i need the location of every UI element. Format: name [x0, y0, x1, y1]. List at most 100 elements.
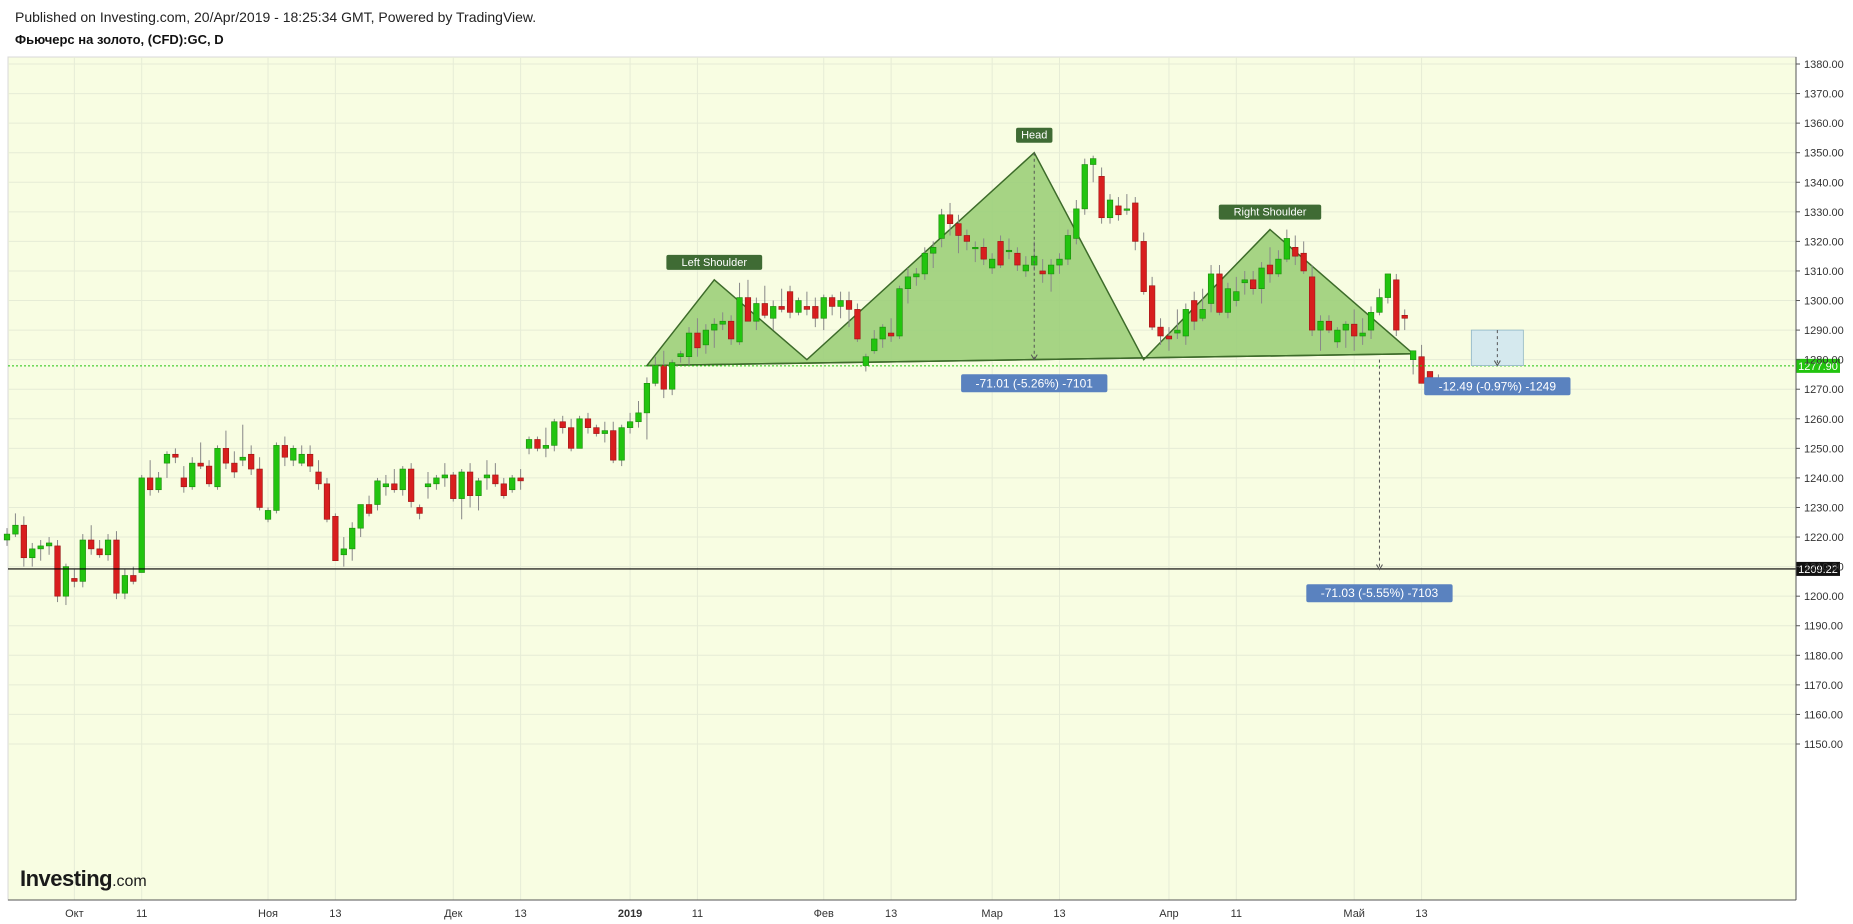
- candle-body: [29, 548, 36, 559]
- measure-label-box: [1306, 584, 1453, 603]
- y-tick-label: 1360.00: [1804, 118, 1844, 130]
- candle-body: [685, 332, 693, 357]
- candle-body: [1426, 371, 1434, 378]
- candle-body: [399, 468, 406, 491]
- candle-body: [736, 297, 743, 343]
- candle-body: [660, 365, 667, 390]
- instrument-title: Фьючерс на золото, (CFD):GC, D: [15, 32, 224, 47]
- candle-body: [1199, 309, 1206, 319]
- y-tick-label: 1280.00: [1804, 355, 1844, 367]
- measure-label: -71.03 (-5.55%) -7103: [1321, 586, 1439, 600]
- candle-body: [946, 214, 954, 224]
- y-tick-label: 1380.00: [1804, 59, 1844, 71]
- candle-body: [205, 465, 213, 485]
- candle-body: [509, 477, 516, 491]
- candle-body: [1216, 273, 1223, 313]
- candle-body: [904, 276, 912, 289]
- candle-body: [1056, 258, 1063, 266]
- y-tick-label: 1230.00: [1804, 502, 1844, 514]
- candle-body: [702, 329, 709, 346]
- candle-body: [20, 524, 27, 559]
- candle-body: [1149, 285, 1156, 328]
- candle-body: [618, 427, 625, 461]
- candle-body: [357, 504, 364, 529]
- candle-body: [1334, 329, 1341, 343]
- candle-body: [551, 421, 558, 446]
- candle-body: [719, 320, 726, 325]
- candle-body: [610, 430, 617, 461]
- candle-body: [812, 306, 819, 319]
- candle-body: [1418, 356, 1425, 384]
- x-tick-label: 13: [885, 908, 897, 920]
- candle-body: [475, 480, 482, 496]
- candle-body: [1098, 176, 1105, 219]
- candle-body: [54, 545, 61, 597]
- candle-body: [466, 471, 474, 496]
- candle-body: [1047, 264, 1055, 275]
- candle-body: [820, 297, 827, 319]
- x-tick-label: 11: [1231, 908, 1242, 920]
- candle-body: [963, 235, 970, 242]
- candle-body: [576, 418, 583, 449]
- candle-body: [214, 448, 221, 488]
- candle-body: [433, 477, 440, 485]
- x-tick-label: Ноя: [258, 908, 278, 920]
- candle-body: [568, 427, 575, 449]
- candle-body: [778, 306, 785, 310]
- measure-box: [1470, 329, 1524, 366]
- y-tick-label: 1210.00: [1804, 562, 1844, 574]
- candle-body: [323, 483, 331, 520]
- candle-body: [1073, 208, 1080, 239]
- candle-body: [264, 510, 272, 520]
- candle-body: [542, 445, 549, 449]
- candle-body: [3, 533, 11, 541]
- candle-body: [172, 453, 179, 458]
- candle-body: [887, 332, 895, 337]
- x-tick-label: 13: [1053, 908, 1065, 920]
- target-price-label: 1209.22: [1798, 564, 1838, 576]
- candle-body: [1401, 315, 1408, 319]
- x-tick-label: Окт: [65, 908, 84, 920]
- candle-body: [138, 477, 145, 573]
- candle-body: [298, 453, 305, 464]
- candle-body: [382, 483, 390, 488]
- candle-body: [980, 247, 987, 260]
- x-tick-label: Дек: [444, 908, 463, 920]
- candle-body: [450, 474, 457, 499]
- annotations: Left Shoulder Head Right Shoulder -71.01 (-…: [666, 127, 1571, 603]
- candle-body: [12, 524, 19, 535]
- x-tick-label: 13: [1415, 908, 1427, 920]
- candle-body: [1258, 267, 1265, 289]
- candle-body: [424, 483, 432, 488]
- candle-body: [349, 527, 356, 550]
- candle-body: [290, 448, 297, 461]
- y-tick-label: 1180.00: [1804, 650, 1843, 662]
- candle-body: [500, 483, 507, 496]
- candle-body: [711, 323, 718, 331]
- candle-body: [837, 300, 844, 307]
- axes: 1150.00 1160.00 1170.00 1180.00 1190.00 1200.…: [8, 57, 1844, 920]
- candle-body: [862, 356, 869, 366]
- candle-body: [281, 445, 288, 458]
- x-tick-label: Мар: [981, 908, 1003, 920]
- candle-body: [1233, 291, 1240, 301]
- candle-body: [104, 539, 112, 556]
- candle-body: [189, 462, 196, 488]
- investing-logo: Investing.com: [20, 866, 147, 892]
- candle-body: [492, 474, 499, 485]
- candle-body: [239, 456, 246, 461]
- candle-body: [1132, 202, 1139, 242]
- candle-body: [391, 483, 398, 491]
- candle-body: [155, 477, 162, 491]
- candle-body: [340, 548, 347, 556]
- candle-body: [163, 453, 171, 464]
- candle-body: [88, 539, 95, 550]
- y-tick-label: 1310.00: [1804, 266, 1844, 278]
- x-tick-label: 2019: [618, 908, 642, 920]
- candle-body: [879, 326, 886, 340]
- candle-body: [559, 421, 566, 428]
- candle-body: [45, 542, 53, 547]
- candle-body: [197, 462, 204, 467]
- x-tick-label: 13: [514, 908, 526, 920]
